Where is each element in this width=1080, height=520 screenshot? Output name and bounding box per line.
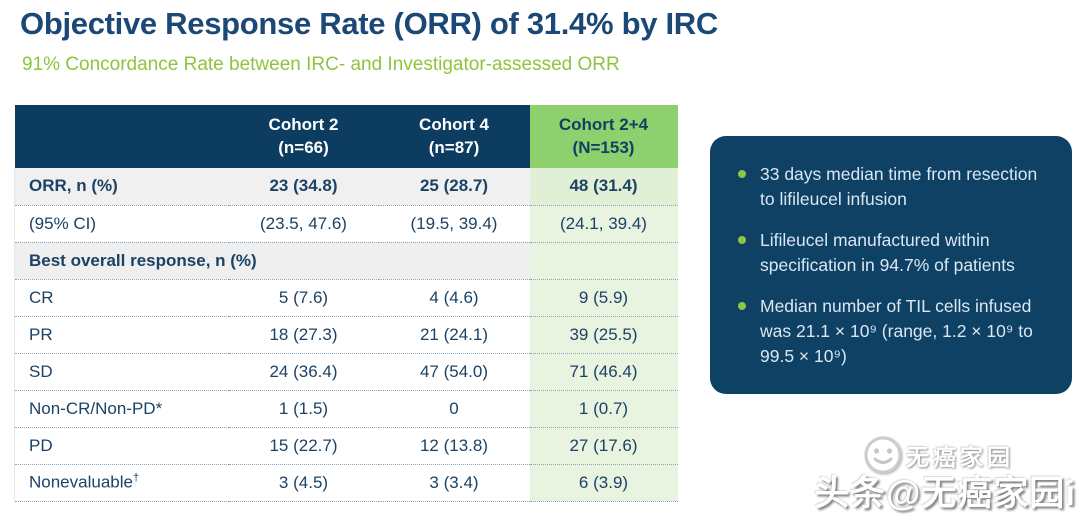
column-header-line1: Cohort 2 [268, 115, 339, 135]
page-subtitle: 91% Concordance Rate between IRC- and In… [22, 54, 620, 75]
callout-bullet-text: Median number of TIL cells infused was 2… [760, 295, 1033, 367]
callout-bullet-text: 33 days median time from resection to li… [760, 164, 1038, 210]
table-row-orr: ORR, n (%) 23 (34.8) 25 (28.7) 48 (31.4) [14, 168, 678, 205]
table-cell: 71 (46.4) [529, 353, 678, 390]
table-row-95ci: (95% CI) (23.5, 47.6) (19.5, 39.4) (24.1… [14, 205, 678, 242]
table-cell: 21 (24.1) [378, 316, 530, 353]
table-row-pr: PR 18 (27.3) 21 (24.1) 39 (25.5) [14, 316, 678, 353]
table-cell [529, 242, 678, 279]
table-cell: 39 (25.5) [529, 316, 678, 353]
table-cell: 1 (0.7) [529, 390, 678, 427]
table-cell: (24.1, 39.4) [529, 205, 678, 242]
list-item: Lifileucel manufactured within specifica… [732, 228, 1048, 279]
row-label: ORR, n (%) [14, 168, 229, 205]
bullet-icon [738, 235, 746, 244]
table-row-cr: CR 5 (7.6) 4 (4.6) 9 (5.9) [14, 279, 678, 316]
column-header-cohort4: Cohort 4 (n=87) [378, 105, 530, 168]
table-row-sd: SD 24 (36.4) 47 (54.0) 71 (46.4) [14, 353, 678, 390]
watermark: 无癌家园 头条@无癌家园i [808, 434, 1078, 518]
column-header-cohort2plus4: Cohort 2+4 (N=153) [529, 105, 678, 168]
column-header-line2: (n=87) [428, 137, 480, 157]
table-row-best-overall-response: Best overall response, n (%) [14, 242, 678, 279]
table-cell: 3 (3.4) [378, 464, 530, 501]
column-header-line1: Cohort 2+4 [558, 115, 649, 135]
row-label: CR [14, 279, 229, 316]
table-cell: 25 (28.7) [378, 168, 530, 205]
table-cell: 1 (1.5) [228, 390, 379, 427]
table-cell: 27 (17.6) [529, 427, 678, 464]
table-cell: 5 (7.6) [228, 279, 379, 316]
dagger-footnote-mark: † [132, 472, 140, 485]
table-cell: 3 (4.5) [228, 464, 379, 501]
table-cell: 47 (54.0) [378, 353, 530, 390]
table-corner-cell [14, 105, 229, 168]
page-title: Objective Response Rate (ORR) of 31.4% b… [20, 6, 718, 41]
section-row-label: Best overall response, n (%) [14, 242, 530, 279]
watermark-small-text: 无癌家园 [906, 444, 1014, 470]
table-cell: 15 (22.7) [228, 427, 379, 464]
key-facts-callout: 33 days median time from resection to li… [710, 136, 1072, 394]
table-cell: 0 [378, 390, 530, 427]
row-label: (95% CI) [14, 205, 229, 242]
column-header-line2: (N=153) [572, 137, 635, 157]
row-label: Nonevaluable† [14, 464, 229, 501]
column-header-cohort2: Cohort 2 (n=66) [228, 105, 379, 168]
table-cell: (19.5, 39.4) [378, 205, 530, 242]
row-label-text: Nonevaluable [29, 472, 133, 492]
row-label: SD [14, 353, 229, 390]
table-row-nonevaluable: Nonevaluable† 3 (4.5) 3 (3.4) 6 (3.9) [14, 464, 678, 501]
column-header-line1: Cohort 4 [419, 115, 489, 135]
watermark-main-text: 头条@无癌家园i [814, 474, 1076, 513]
table-cell: 48 (31.4) [529, 168, 678, 205]
table-cell: 9 (5.9) [529, 279, 678, 316]
table-row-pd: PD 15 (22.7) 12 (13.8) 27 (17.6) [14, 427, 678, 464]
table-cell: 6 (3.9) [529, 464, 678, 501]
bullet-icon [738, 170, 746, 178]
row-label: Non-CR/Non-PD* [14, 390, 229, 427]
table-header-row: Cohort 2 (n=66) Cohort 4 (n=87) Cohort 2… [14, 105, 678, 168]
bullet-icon [738, 301, 746, 310]
table-row-noncr-nonpd: Non-CR/Non-PD* 1 (1.5) 0 1 (0.7) [14, 390, 678, 427]
orr-results-table: Cohort 2 (n=66) Cohort 4 (n=87) Cohort 2… [14, 105, 678, 502]
table-cell: 24 (36.4) [228, 353, 379, 390]
column-header-line2: (n=66) [278, 137, 329, 157]
table-cell: 23 (34.8) [228, 168, 379, 205]
table-cell: 18 (27.3) [228, 316, 379, 353]
list-item: Median number of TIL cells infused was 2… [732, 294, 1048, 370]
callout-bullet-list: 33 days median time from resection to li… [732, 162, 1048, 370]
callout-bullet-text: Lifileucel manufactured within specifica… [760, 229, 1015, 276]
row-label: PD [14, 427, 229, 464]
table-cell: 4 (4.6) [378, 279, 530, 316]
table-cell: 12 (13.8) [378, 427, 530, 464]
smiley-face-logo-icon [864, 436, 902, 474]
table-cell: (23.5, 47.6) [228, 205, 379, 242]
list-item: 33 days median time from resection to li… [732, 162, 1048, 213]
row-label: PR [14, 316, 229, 353]
